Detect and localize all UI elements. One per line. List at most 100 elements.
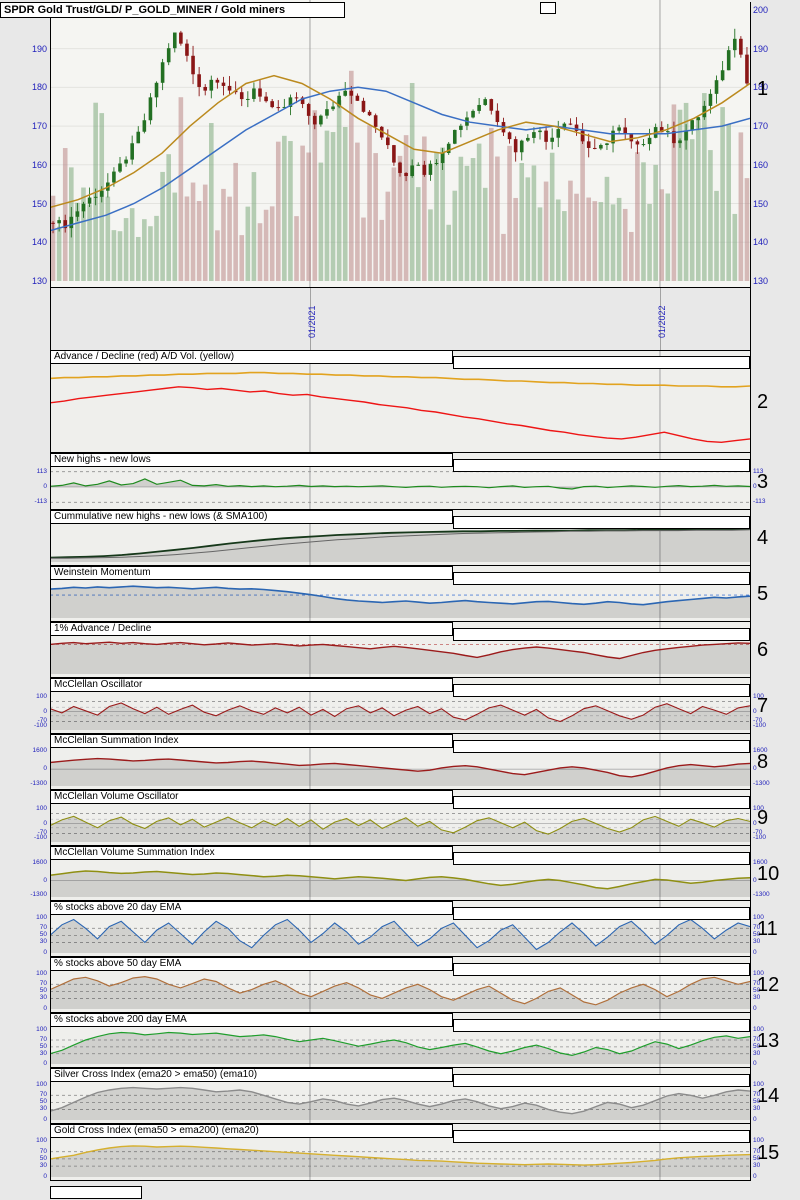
y-axis-label-left-mcclellan-oscillator-2: -70: [37, 717, 47, 725]
panel-title-weinstein-momentum: Weinstein Momentum: [54, 567, 151, 578]
y-axis-label-right-pct-above-200ema-1: 70: [753, 1036, 761, 1043]
y-axis-label-right-new-highs-lows-1: 0: [753, 483, 757, 490]
panel-mcclellan-volume-summation: McClellan Volume Summation Index 1600 1600…: [0, 846, 800, 901]
panel-title-mcclellan-summation: McClellan Summation Index: [54, 735, 179, 746]
date-gridline-1: [659, 288, 661, 350]
y-axis-label-right-mcclellan-summation-2: -1300: [753, 779, 770, 787]
y-axis-label-left-pct-above-200ema-1: 70: [39, 1036, 47, 1043]
panel-number-11: 11: [757, 918, 778, 940]
y-axis-label-left-mcclellan-oscillator-3: -100: [33, 721, 47, 729]
y-axis-label-right-silver-cross-index-3: 30: [753, 1105, 761, 1113]
y-axis-label-left-pct-above-20ema-3: 30: [39, 938, 47, 946]
y-axis-label-right-pct-above-50ema-2: 50: [753, 987, 761, 995]
y-axis-label-right-silver-cross-index-0: 100: [753, 1080, 764, 1088]
panel-new-highs-lows: New highs - new lows 113 113 0 0 -113 -113 3: [0, 453, 800, 510]
plot-main-price[interactable]: [50, 0, 750, 288]
y-axis-label-right-mcclellan-oscillator-2: -70: [753, 717, 763, 725]
panel-title-box-cumulative-nh-nl: Cummulative new highs - new lows (& SMA1…: [50, 510, 453, 524]
y-axis-label-left-mcclellan-summation-0: 1600: [32, 747, 47, 755]
panel-title-right-box-mcclellan-oscillator: [453, 684, 750, 697]
panel-title-right-box-silver-cross-index: [453, 1074, 750, 1087]
y-axis-label-right-main-price-4: 160: [753, 159, 769, 170]
y-axis-label-left-main-price-1: 190: [31, 43, 47, 54]
panel-number-9: 9: [757, 807, 769, 829]
panel-title-box-mcclellan-volume-summation: McClellan Volume Summation Index: [50, 846, 453, 860]
panel-title-box-pct-above-20ema: % stocks above 20 day EMA: [50, 901, 453, 915]
panel-title-box-one-pct-advance-decline: 1% Advance / Decline: [50, 622, 453, 636]
panel-title-right-box-pct-above-200ema: [453, 1019, 750, 1032]
y-axis-label-left-mcclellan-summation-1: 0: [43, 765, 47, 773]
y-axis-label-right-gold-cross-index-3: 30: [753, 1162, 761, 1170]
panel-gold-cross-index: Gold Cross Index (ema50 > ema200) (ema20…: [0, 1124, 800, 1181]
y-axis-label-left-mcclellan-volume-summation-0: 1600: [32, 859, 47, 867]
panel-number-7: 7: [757, 695, 769, 717]
panel-title-mcclellan-volume-oscillator: McClellan Volume Oscillator: [54, 791, 179, 802]
panel-number-4: 4: [757, 527, 769, 549]
panel-title-one-pct-advance-decline: 1% Advance / Decline: [54, 623, 152, 634]
y-axis-label-left-mcclellan-oscillator-0: 100: [36, 693, 47, 701]
y-axis-label-left-silver-cross-index-4: 0: [43, 1116, 47, 1123]
date-gridline-0: [309, 288, 311, 350]
y-axis-label-left-gold-cross-index-4: 0: [43, 1173, 47, 1180]
y-axis-label-right-pct-above-20ema-4: 0: [753, 949, 757, 956]
panel-number-2: 2: [757, 390, 769, 413]
y-axis-label-right-mcclellan-volume-summation-0: 1600: [753, 859, 768, 867]
y-axis-label-right-pct-above-50ema-0: 100: [753, 969, 764, 977]
panel-number-1: 1: [757, 78, 769, 100]
y-axis-label-right-pct-above-20ema-3: 30: [753, 938, 761, 946]
y-axis-label-left-main-price-5: 150: [31, 198, 47, 209]
y-axis-label-right-new-highs-lows-0: 113: [753, 467, 764, 475]
plot-pct-above-50ema[interactable]: [50, 957, 750, 1013]
panel-title-box-pct-above-50ema: % stocks above 50 day EMA: [50, 957, 453, 971]
y-axis-label-left-new-highs-lows-0: 113: [36, 467, 47, 475]
panel-title-right-box-pct-above-50ema: [453, 963, 750, 976]
y-axis-label-right-mcclellan-volume-oscillator-3: -100: [753, 833, 767, 841]
y-axis-label-left-silver-cross-index-1: 70: [39, 1091, 47, 1099]
panel-one-pct-advance-decline: 1% Advance / Decline 6: [0, 622, 800, 678]
y-axis-label-left-pct-above-20ema-0: 100: [36, 913, 47, 921]
panel-mcclellan-summation: McClellan Summation Index 1600 1600 0 0 -1300…: [0, 734, 800, 790]
y-axis-label-left-pct-above-200ema-3: 30: [39, 1049, 47, 1057]
panel-mcclellan-volume-oscillator: McClellan Volume Oscillator 100 100 0 0 -70 -7…: [0, 790, 800, 846]
panel-title-advance-decline: Advance / Decline (red) A/D Vol. (yellow…: [54, 351, 235, 362]
panel-title-box-advance-decline: Advance / Decline (red) A/D Vol. (yellow…: [50, 350, 453, 364]
panel-title-right-box-mcclellan-summation: [453, 740, 750, 753]
y-axis-label-left-silver-cross-index-0: 100: [36, 1080, 47, 1088]
y-axis-label-left-mcclellan-volume-summation-1: 0: [43, 876, 47, 884]
panel-title-box-new-highs-lows: New highs - new lows: [50, 453, 453, 467]
y-axis-label-left-main-price-6: 140: [31, 237, 47, 248]
legend-box: [540, 2, 556, 14]
panel-pct-above-200ema: % stocks above 200 day EMA 100 100 70 70 50 50…: [0, 1013, 800, 1068]
panel-main-price: 2002001901901801801701701601601501501401…: [0, 0, 800, 288]
y-axis-label-left-pct-above-50ema-2: 50: [39, 987, 47, 995]
panel-title-right-box-mcclellan-volume-oscillator: [453, 796, 750, 809]
y-axis-label-right-gold-cross-index-0: 100: [753, 1136, 764, 1144]
panel-number-3: 3: [757, 470, 769, 493]
y-axis-label-left-main-price-4: 160: [31, 159, 47, 170]
panel-title-mcclellan-oscillator: McClellan Oscillator: [54, 679, 143, 690]
date-label-1: 01/2022: [656, 305, 667, 338]
y-axis-label-left-main-price-2: 180: [31, 82, 47, 93]
panel-title-mcclellan-volume-summation: McClellan Volume Summation Index: [54, 847, 215, 858]
y-axis-label-right-mcclellan-oscillator-1: 0: [753, 707, 757, 715]
y-axis-label-right-silver-cross-index-1: 70: [753, 1091, 761, 1099]
panel-title-box-weinstein-momentum: Weinstein Momentum: [50, 566, 453, 580]
y-axis-label-left-silver-cross-index-2: 50: [39, 1098, 47, 1106]
panel-advance-decline: Advance / Decline (red) A/D Vol. (yellow…: [0, 350, 800, 453]
main-title-box: SPDR Gold Trust/GLD/ P_GOLD_MINER / Gold…: [0, 2, 345, 18]
panel-title-right-box-cumulative-nh-nl: [453, 516, 750, 529]
y-axis-label-right-pct-above-50ema-3: 30: [753, 994, 761, 1002]
y-axis-label-right-silver-cross-index-2: 50: [753, 1098, 761, 1106]
bottom-status-box[interactable]: [50, 1186, 142, 1199]
y-axis-label-right-main-price-6: 140: [753, 237, 769, 248]
y-axis-label-right-pct-above-20ema-1: 70: [753, 924, 761, 932]
y-axis-label-right-main-price-3: 170: [753, 121, 769, 132]
y-axis-label-right-gold-cross-index-4: 0: [753, 1173, 757, 1180]
y-axis-label-right-mcclellan-volume-summation-1: 0: [753, 876, 757, 884]
panel-title-right-box-one-pct-advance-decline: [453, 628, 750, 641]
panel-mcclellan-oscillator: McClellan Oscillator 100 100 0 0 -70 -70 -100 -1…: [0, 678, 800, 734]
y-axis-label-left-mcclellan-volume-oscillator-0: 100: [36, 805, 47, 813]
panel-title-box-mcclellan-volume-oscillator: McClellan Volume Oscillator: [50, 790, 453, 804]
y-axis-label-right-mcclellan-volume-oscillator-0: 100: [753, 805, 764, 813]
